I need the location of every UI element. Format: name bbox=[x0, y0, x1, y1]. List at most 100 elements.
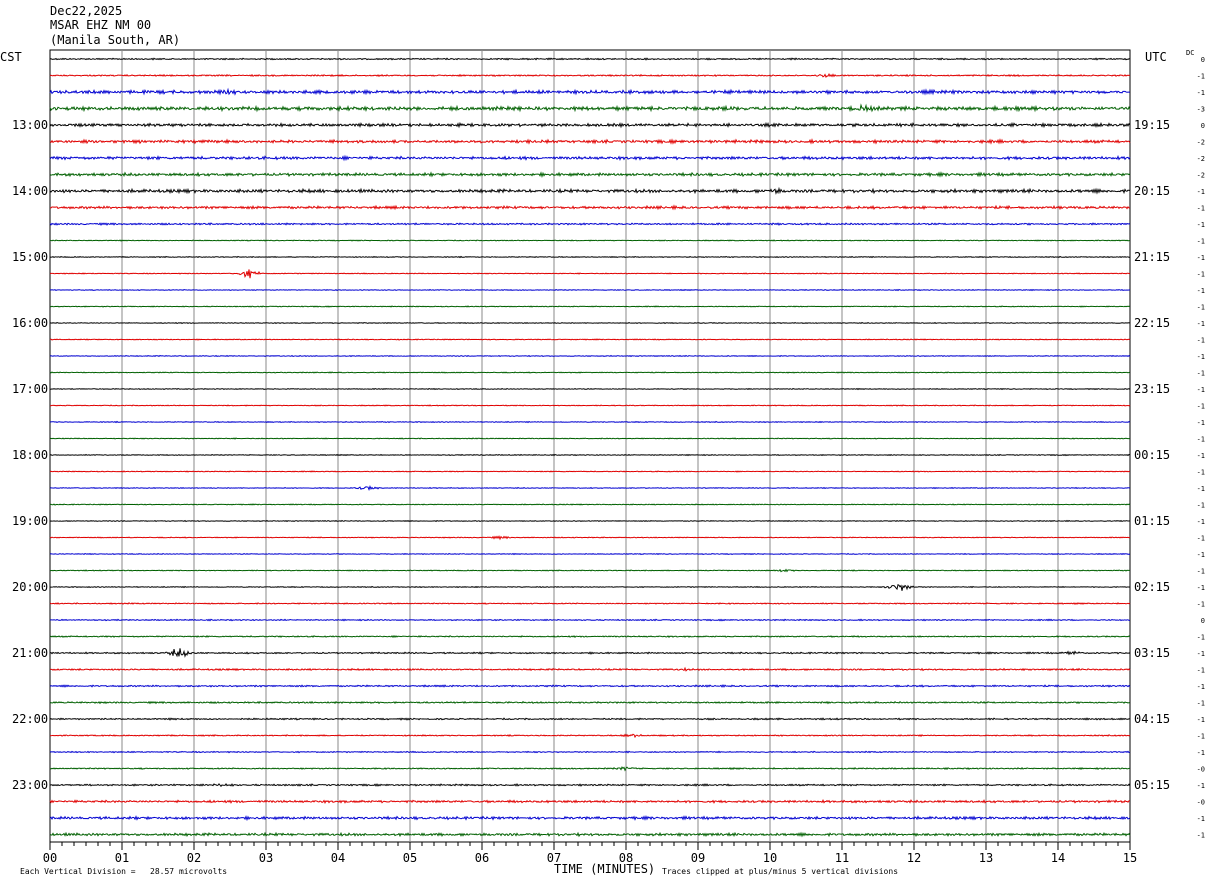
seismic-trace bbox=[49, 154, 1131, 162]
x-tick-label: 10 bbox=[763, 851, 777, 865]
seismic-trace bbox=[49, 239, 1131, 242]
dc-offset-label: -1 bbox=[1197, 89, 1205, 97]
dc-offset-label: -1 bbox=[1197, 584, 1205, 592]
dc-offset-label: -0 bbox=[1197, 766, 1205, 774]
x-tick-label: 11 bbox=[835, 851, 849, 865]
left-timezone-label: CST bbox=[0, 50, 22, 64]
dc-offset-label: -1 bbox=[1197, 353, 1205, 361]
dc-offset-label: -1 bbox=[1197, 370, 1205, 378]
dc-offset-label: -1 bbox=[1197, 271, 1205, 279]
dc-offset-label: -1 bbox=[1197, 832, 1205, 840]
left-hour-label: 15:00 bbox=[12, 250, 48, 264]
right-hour-label: 20:15 bbox=[1134, 184, 1170, 198]
x-axis-title: TIME (MINUTES) bbox=[554, 862, 656, 876]
vertical-scale-note: Each Vertical Division = 28.57 microvolt… bbox=[20, 867, 228, 876]
dc-offset-label: -1 bbox=[1197, 436, 1205, 444]
dc-offset-label: 0 bbox=[1201, 122, 1205, 130]
plot-date: Dec22,2025 bbox=[50, 4, 123, 18]
dc-offset-label: -1 bbox=[1197, 320, 1205, 328]
right-hour-label: 22:15 bbox=[1134, 316, 1170, 330]
dc-offset-label: -1 bbox=[1197, 419, 1205, 427]
left-hour-label: 18:00 bbox=[12, 448, 48, 462]
seismic-trace bbox=[49, 484, 1131, 491]
x-tick-label: 05 bbox=[403, 851, 417, 865]
seismic-trace bbox=[49, 204, 1131, 211]
right-hour-label: 04:15 bbox=[1134, 712, 1170, 726]
seismic-trace bbox=[49, 503, 1131, 506]
seismic-trace bbox=[49, 519, 1131, 523]
seismic-trace bbox=[49, 453, 1131, 457]
dc-offset-label: 0 bbox=[1201, 617, 1205, 625]
right-hour-label: 00:15 bbox=[1134, 448, 1170, 462]
dc-offset-label: -1 bbox=[1197, 73, 1205, 81]
x-tick-label: 03 bbox=[259, 851, 273, 865]
dc-offset-label: -1 bbox=[1197, 221, 1205, 229]
dc-offset-label: -1 bbox=[1197, 469, 1205, 477]
dc-offset-label: -2 bbox=[1197, 139, 1205, 147]
x-tick-label: 01 bbox=[115, 851, 129, 865]
seismic-trace bbox=[49, 87, 1131, 96]
seismic-trace bbox=[49, 57, 1131, 61]
dc-offset-label: -1 bbox=[1197, 403, 1205, 411]
seismic-trace bbox=[49, 437, 1131, 440]
dc-offset-label: -1 bbox=[1197, 716, 1205, 724]
right-hour-label: 03:15 bbox=[1134, 646, 1170, 660]
seismic-trace bbox=[49, 583, 1131, 591]
dc-offset-label: -1 bbox=[1197, 304, 1205, 312]
dc-offset-label: -1 bbox=[1197, 386, 1205, 394]
left-hour-label: 16:00 bbox=[12, 316, 48, 330]
seismic-trace bbox=[49, 618, 1131, 622]
seismic-trace bbox=[49, 269, 1131, 279]
seismic-trace bbox=[49, 733, 1131, 739]
dc-offset-label: -2 bbox=[1197, 172, 1205, 180]
left-hour-label: 20:00 bbox=[12, 580, 48, 594]
dc-offset-label: -1 bbox=[1197, 601, 1205, 609]
seismic-trace bbox=[49, 634, 1131, 639]
seismic-trace bbox=[49, 305, 1131, 308]
x-tick-label: 07 bbox=[547, 851, 561, 865]
plot-frame bbox=[49, 49, 1131, 843]
left-hour-label: 14:00 bbox=[12, 184, 48, 198]
seismic-trace bbox=[49, 602, 1131, 605]
right-hour-label: 05:15 bbox=[1134, 778, 1170, 792]
dc-offset-label: -3 bbox=[1197, 106, 1205, 114]
dc-offset-label: -1 bbox=[1197, 749, 1205, 757]
dc-offset-label: -1 bbox=[1197, 551, 1205, 559]
right-hour-label: 01:15 bbox=[1134, 514, 1170, 528]
seismic-trace bbox=[49, 338, 1131, 341]
dc-offset-label: -1 bbox=[1197, 188, 1205, 196]
seismic-trace bbox=[49, 72, 1131, 78]
dc-offset-label: -2 bbox=[1197, 155, 1205, 163]
dc-offset-label: 0 bbox=[1201, 56, 1205, 64]
left-hour-label: 23:00 bbox=[12, 778, 48, 792]
clipping-note: Traces clipped at plus/minus 5 vertical … bbox=[662, 867, 899, 876]
dc-offset-label: -1 bbox=[1197, 568, 1205, 576]
right-hour-label: 21:15 bbox=[1134, 250, 1170, 264]
seismic-trace bbox=[49, 222, 1131, 226]
seismic-trace bbox=[49, 470, 1131, 473]
left-hour-label: 22:00 bbox=[12, 712, 48, 726]
left-hour-label: 19:00 bbox=[12, 514, 48, 528]
seismic-trace bbox=[49, 814, 1131, 822]
seismic-trace bbox=[49, 420, 1131, 424]
right-timezone-label: UTC bbox=[1145, 50, 1167, 64]
seismic-trace bbox=[49, 666, 1131, 672]
seismic-trace bbox=[49, 750, 1131, 754]
seismic-trace bbox=[49, 255, 1131, 259]
dc-offset-header: DC bbox=[1186, 49, 1195, 57]
dc-offset-label: -1 bbox=[1197, 667, 1205, 675]
station-code: MSAR EHZ NM 00 bbox=[50, 18, 152, 32]
x-tick-label: 04 bbox=[331, 851, 345, 865]
left-hour-label: 13:00 bbox=[12, 118, 48, 132]
seismic-trace bbox=[49, 354, 1131, 358]
seismic-trace bbox=[49, 121, 1131, 129]
seismic-trace bbox=[49, 288, 1131, 292]
dc-offset-label: -1 bbox=[1197, 502, 1205, 510]
seismic-trace bbox=[49, 103, 1131, 113]
dc-offset-label: -1 bbox=[1197, 782, 1205, 790]
x-tick-label: 06 bbox=[475, 851, 489, 865]
seismic-trace bbox=[49, 783, 1131, 788]
seismic-trace bbox=[49, 387, 1131, 391]
dc-offset-label: -1 bbox=[1197, 700, 1205, 708]
